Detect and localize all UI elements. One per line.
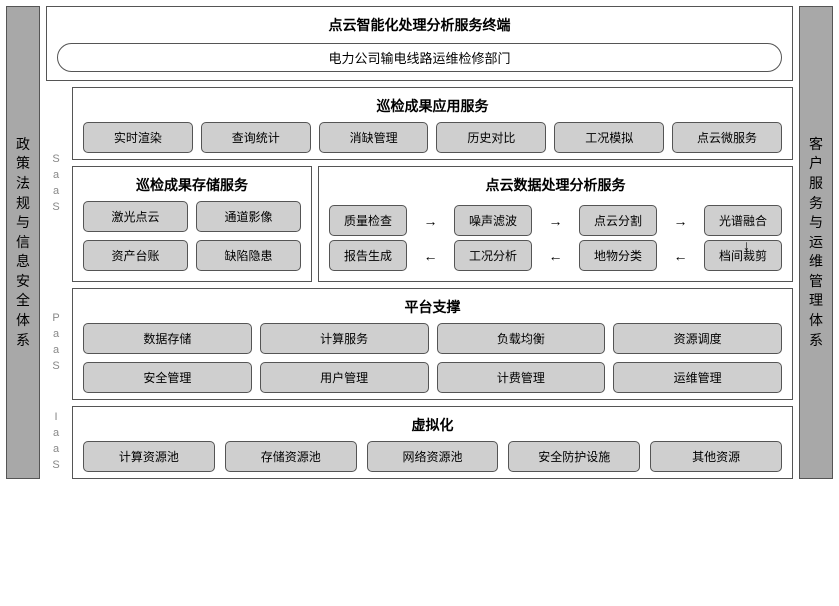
paas-item: 资源调度 <box>613 323 782 354</box>
flow-node: 点云分割 <box>579 205 657 236</box>
arrow-left-icon: ← <box>547 249 565 263</box>
left-pillar: 政策法规与信息安全体系 <box>6 6 40 479</box>
architecture-diagram: 政策法规与信息安全体系 点云智能化处理分析服务终端 电力公司输电线路运维检修部门… <box>6 6 833 479</box>
storage-item: 通道影像 <box>196 201 301 232</box>
flow-node: 质量检查 <box>329 205 407 236</box>
processing-row-1: 质量检查 → 噪声滤波 → 点云分割 → 光谱融合 <box>329 205 782 236</box>
storage-item: 激光点云 <box>83 201 188 232</box>
iaas-item: 其他资源 <box>650 441 782 472</box>
iaas-items: 计算资源池 存储资源池 网络资源池 安全防护设施 其他资源 <box>83 441 782 472</box>
right-pillar: 客户服务与运维管理体系 <box>799 6 833 479</box>
left-pillar-text: 政策法规与信息安全体系 <box>11 135 35 351</box>
storage-panel: 巡检成果存储服务 激光点云 通道影像 资产台账 缺陷隐患 <box>72 166 312 282</box>
iaas-layer: IaaS 虚拟化 计算资源池 存储资源池 网络资源池 安全防护设施 其他资源 <box>46 406 793 479</box>
arrow-down-icon: ↓ <box>743 237 750 253</box>
flow-node: 光谱融合 <box>704 205 782 236</box>
center-column: 点云智能化处理分析服务终端 电力公司输电线路运维检修部门 SaaS 巡检成果应用… <box>46 6 793 479</box>
saas-label: SaaS <box>46 87 66 282</box>
storage-item: 缺陷隐患 <box>196 240 301 271</box>
iaas-item: 网络资源池 <box>367 441 499 472</box>
app-service-items: 实时渲染 查询统计 消缺管理 历史对比 工况模拟 点云微服务 <box>83 122 782 153</box>
iaas-item: 计算资源池 <box>83 441 215 472</box>
processing-panel: 点云数据处理分析服务 质量检查 → 噪声滤波 → 点云分割 → 光谱融合 ↓ <box>318 166 793 282</box>
paas-item: 用户管理 <box>260 362 429 393</box>
paas-item: 运维管理 <box>613 362 782 393</box>
paas-item: 数据存储 <box>83 323 252 354</box>
storage-items: 激光点云 通道影像 资产台账 缺陷隐患 <box>83 201 301 271</box>
terminal-title: 点云智能化处理分析服务终端 <box>57 13 782 41</box>
paas-panel: 平台支撑 数据存储 计算服务 负载均衡 资源调度 安全管理 用户管理 计费管理 … <box>72 288 793 400</box>
app-item: 消缺管理 <box>319 122 429 153</box>
flow-node: 地物分类 <box>579 240 657 271</box>
paas-item: 计算服务 <box>260 323 429 354</box>
terminal-panel: 点云智能化处理分析服务终端 电力公司输电线路运维检修部门 <box>46 6 793 81</box>
flow-node: 报告生成 <box>329 240 407 271</box>
terminal-subtitle: 电力公司输电线路运维检修部门 <box>57 43 782 72</box>
storage-item: 资产台账 <box>83 240 188 271</box>
storage-title: 巡检成果存储服务 <box>83 173 301 201</box>
arrow-right-icon: → <box>672 214 690 228</box>
flow-node: 噪声滤波 <box>454 205 532 236</box>
app-item: 历史对比 <box>436 122 546 153</box>
flow-node: 工况分析 <box>454 240 532 271</box>
arrow-left-icon: ← <box>672 249 690 263</box>
paas-item: 计费管理 <box>437 362 606 393</box>
paas-title: 平台支撑 <box>83 295 782 323</box>
iaas-label: IaaS <box>46 406 66 479</box>
arrow-right-icon: → <box>422 214 440 228</box>
saas-layer: SaaS 巡检成果应用服务 实时渲染 查询统计 消缺管理 历史对比 工况模拟 点… <box>46 87 793 282</box>
processing-row-2: 报告生成 ← 工况分析 ← 地物分类 ← 档间裁剪 <box>329 240 782 271</box>
app-item: 工况模拟 <box>554 122 664 153</box>
processing-title: 点云数据处理分析服务 <box>329 173 782 201</box>
iaas-item: 安全防护设施 <box>508 441 640 472</box>
iaas-item: 存储资源池 <box>225 441 357 472</box>
paas-items: 数据存储 计算服务 负载均衡 资源调度 安全管理 用户管理 计费管理 运维管理 <box>83 323 782 393</box>
arrow-right-icon: → <box>547 214 565 228</box>
app-service-title: 巡检成果应用服务 <box>83 94 782 122</box>
app-item: 实时渲染 <box>83 122 193 153</box>
app-service-panel: 巡检成果应用服务 实时渲染 查询统计 消缺管理 历史对比 工况模拟 点云微服务 <box>72 87 793 160</box>
arrow-left-icon: ← <box>422 249 440 263</box>
iaas-panel: 虚拟化 计算资源池 存储资源池 网络资源池 安全防护设施 其他资源 <box>72 406 793 479</box>
app-item: 点云微服务 <box>672 122 782 153</box>
right-pillar-text: 客户服务与运维管理体系 <box>804 135 828 351</box>
paas-item: 负载均衡 <box>437 323 606 354</box>
app-item: 查询统计 <box>201 122 311 153</box>
paas-layer: PaaS 平台支撑 数据存储 计算服务 负载均衡 资源调度 安全管理 用户管理 … <box>46 288 793 400</box>
paas-label: PaaS <box>46 288 66 400</box>
iaas-title: 虚拟化 <box>83 413 782 441</box>
paas-item: 安全管理 <box>83 362 252 393</box>
